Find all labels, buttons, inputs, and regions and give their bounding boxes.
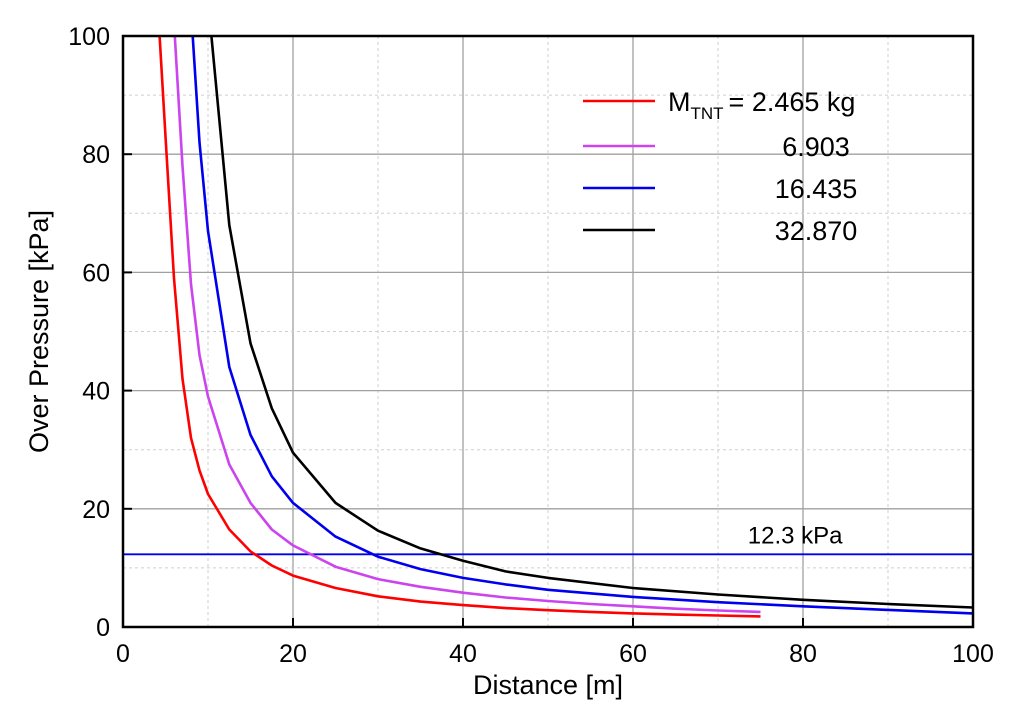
legend-label-2: 6.903 [782,132,850,162]
axis-ticks [122,35,974,628]
grid [123,36,973,627]
x-tick-label: 60 [619,640,647,668]
y-axis-title: Over Pressure [kPa] [24,210,54,453]
x-tick-labels: 0 20 40 60 80 100 [116,640,994,668]
series-line-2 [173,36,761,614]
legend-label-4: 32.870 [775,216,858,246]
plot-frame [121,34,975,629]
series-line-3 [191,36,973,615]
legend-mass-symbol: M [668,87,691,117]
y-tick-label: 80 [82,141,110,169]
x-tick-label: 80 [789,640,817,668]
x-axis-title: Distance [m] [473,670,623,700]
y-tick-label: 0 [96,614,110,642]
legend: MTNT = 2.465 kg 6.903 16.435 32.870 [583,87,857,246]
y-tick-label: 20 [82,496,110,524]
reference-line-label: 12.3 kPa [748,522,843,549]
series-line-1 [158,36,761,618]
x-tick-label: 40 [449,640,477,668]
legend-mass-subscript: TNT [691,104,724,123]
series-group [158,36,973,618]
x-tick-label: 100 [952,640,994,668]
y-tick-label: 100 [68,23,110,51]
series-line-4 [210,36,973,609]
x-tick-label: 0 [116,640,130,668]
y-tick-labels: 0 20 40 60 80 100 [68,23,110,642]
y-tick-label: 60 [82,259,110,287]
legend-label-1: MTNT = 2.465 kg [668,87,855,123]
legend-series-1-label: = 2.465 kg [729,87,856,117]
y-tick-label: 40 [82,378,110,406]
x-tick-label: 20 [279,640,307,668]
legend-label-3: 16.435 [775,174,858,204]
